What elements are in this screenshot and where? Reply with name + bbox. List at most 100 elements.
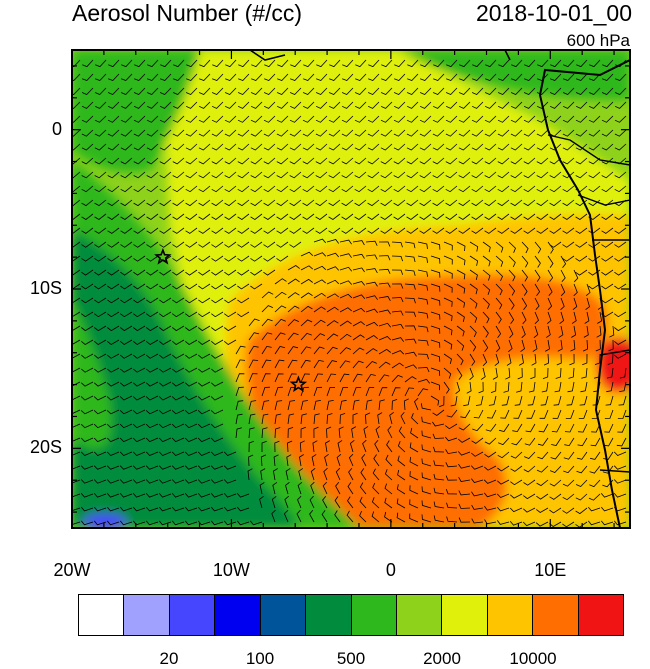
wind-barb: [393, 129, 406, 137]
wind-barb: [133, 213, 146, 220]
wind-barb: [159, 143, 172, 151]
wind-barb: [171, 395, 185, 401]
wind-barb: [537, 59, 549, 68]
wind-barb: [400, 411, 406, 425]
wind-barb: [289, 143, 302, 151]
wind-barb: [72, 409, 81, 415]
wind-barb: [484, 87, 497, 95]
wind-barb: [212, 59, 224, 68]
wind-barb: [541, 381, 549, 393]
wind-barb: [523, 129, 536, 137]
colorbar-label: 500: [336, 649, 366, 668]
wind-barb: [585, 297, 590, 311]
wind-barb: [458, 171, 471, 179]
wind-barb: [410, 427, 419, 439]
wind-barb: [409, 485, 419, 495]
wind-barb: [432, 227, 445, 234]
wind-barb: [289, 157, 302, 165]
wind-barb: [72, 479, 81, 484]
wind-barb: [365, 268, 378, 274]
coastline: [538, 59, 630, 528]
wind-barb: [419, 185, 432, 193]
wind-barb: [575, 87, 588, 95]
wind-barb: [302, 157, 315, 165]
wind-barb: [338, 426, 344, 439]
wind-barb: [328, 101, 341, 109]
wind-barb: [510, 493, 523, 499]
wind-barb: [509, 507, 523, 513]
wind-barb: [248, 345, 259, 355]
wind-barb: [158, 479, 172, 484]
wind-barb: [172, 129, 185, 137]
wind-barb: [484, 101, 497, 109]
wind-barb: [484, 171, 497, 179]
wind-barb: [315, 87, 328, 95]
wind-barb: [289, 171, 302, 179]
wind-barb: [80, 520, 94, 526]
wind-barb: [523, 507, 536, 513]
wind-barb: [536, 479, 549, 487]
wind-barb: [573, 269, 579, 283]
wind-barb: [523, 87, 536, 95]
wind-barb: [300, 278, 313, 285]
wind-barb: [469, 297, 478, 309]
wind-barb: [235, 373, 245, 383]
wind-barb: [417, 311, 429, 319]
wind-barb: [521, 311, 527, 325]
wind-barb: [371, 511, 380, 523]
wind-barb: [159, 115, 172, 123]
wind-barb: [237, 101, 250, 109]
wind-barb: [562, 87, 575, 95]
wind-barb: [406, 227, 419, 234]
wind-barb: [224, 255, 237, 262]
wind-barb: [172, 325, 185, 332]
wind-barb: [145, 465, 159, 470]
wind-barb: [536, 465, 549, 473]
wind-barb: [378, 309, 391, 315]
wind-barb: [575, 101, 588, 109]
wind-barb: [562, 241, 575, 248]
wind-barb: [302, 87, 315, 95]
wind-barb: [488, 395, 497, 406]
wind-barb: [497, 129, 510, 137]
wind-barb: [210, 506, 224, 512]
wind-barb: [363, 426, 369, 439]
wind-barb: [94, 269, 107, 276]
wind-barb: [432, 433, 445, 439]
wind-barb: [72, 59, 81, 68]
wind-barb: [328, 143, 341, 151]
wind-barb: [602, 465, 614, 474]
wind-barb: [588, 129, 601, 137]
wind-barb: [562, 115, 575, 123]
wind-barb: [409, 471, 419, 481]
wind-barb: [384, 497, 393, 509]
wind-barb: [72, 185, 81, 193]
wind-barb: [569, 353, 575, 366]
wind-barb: [236, 520, 250, 526]
wind-barb: [589, 479, 601, 488]
wind-barb: [172, 185, 185, 193]
wind-barb: [409, 513, 419, 523]
wind-barb: [614, 311, 627, 318]
wind-barb: [562, 507, 575, 514]
wind-barb: [445, 475, 458, 481]
wind-barb: [185, 297, 198, 304]
wind-barb: [72, 157, 81, 165]
wind-barb: [326, 387, 336, 397]
wind-barb: [326, 373, 337, 383]
wind-barb: [315, 143, 328, 151]
wind-barb: [456, 241, 466, 252]
wind-barb: [575, 157, 588, 165]
wind-barb: [172, 269, 185, 276]
wind-barb: [577, 437, 588, 447]
colorbar-swatch: [260, 595, 307, 635]
wind-barb: [297, 481, 303, 495]
wind-barb: [526, 409, 536, 419]
wind-barb: [380, 199, 393, 207]
wind-barb: [430, 395, 440, 406]
wind-barb: [172, 87, 185, 95]
wind-barb: [549, 227, 562, 234]
wind-barb: [107, 381, 120, 387]
wind-barb: [458, 476, 471, 482]
wind-barb: [536, 213, 549, 220]
